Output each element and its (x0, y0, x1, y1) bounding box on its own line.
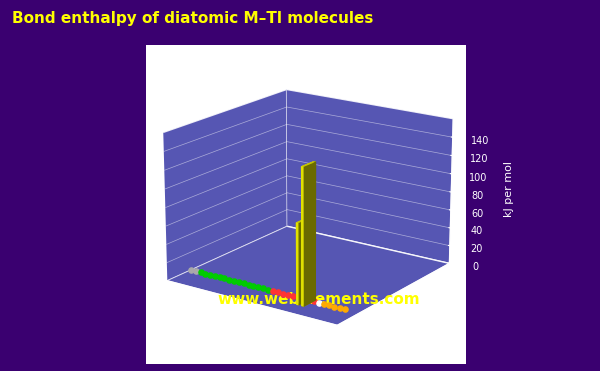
Text: www.webelements.com: www.webelements.com (217, 292, 420, 307)
Text: Bond enthalpy of diatomic M–Tl molecules: Bond enthalpy of diatomic M–Tl molecules (12, 11, 373, 26)
